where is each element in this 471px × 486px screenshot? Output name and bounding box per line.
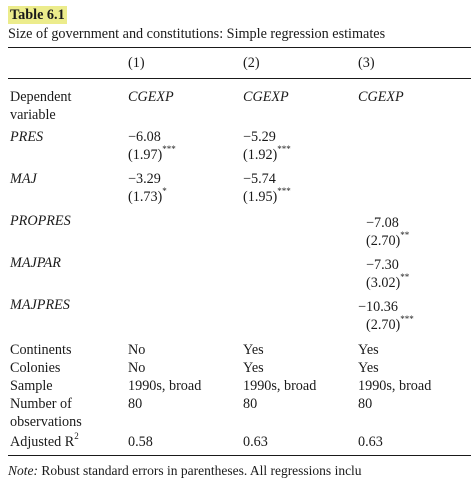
- majpar-coef-3: −7.30: [366, 257, 399, 273]
- maj-coef-1: −3.29: [128, 171, 161, 187]
- colonies-2: Yes: [243, 360, 264, 376]
- row-label-propres: PROPRES: [10, 213, 71, 229]
- nobs-2: 80: [243, 396, 258, 412]
- continents-1: No: [128, 342, 146, 358]
- dependent-label: Dependent: [10, 89, 72, 105]
- pres-coef-1: −6.08: [128, 129, 161, 145]
- stat-label-colonies: Colonies: [10, 360, 61, 376]
- bottom-rule: [8, 455, 471, 456]
- stat-label-adjr2: Adjusted R2: [10, 431, 79, 450]
- propres-se-3: (2.70)**: [366, 230, 410, 249]
- adjr2-2: 0.63: [243, 434, 268, 450]
- colonies-1: No: [128, 360, 146, 376]
- row-label-maj: MAJ: [10, 171, 37, 187]
- column-header-2: (2): [243, 55, 260, 71]
- pres-coef-2: −5.29: [243, 129, 276, 145]
- adjr2-3: 0.63: [358, 434, 383, 450]
- continents-3: Yes: [358, 342, 379, 358]
- column-header-3: (3): [358, 55, 375, 71]
- nobs-1: 80: [128, 396, 143, 412]
- colonies-3: Yes: [358, 360, 379, 376]
- stat-label-sample: Sample: [10, 378, 53, 394]
- stat-label-nobs: Number of: [10, 396, 72, 412]
- pres-se-1: (1.97)***: [128, 144, 176, 163]
- stat-label-continents: Continents: [10, 342, 72, 358]
- majpres-se-3: (2.70)***: [366, 314, 414, 333]
- header-rule: [8, 78, 471, 79]
- top-rule: [8, 47, 471, 48]
- pres-se-2: (1.92)***: [243, 144, 291, 163]
- dependent-label-line2: variable: [10, 107, 56, 123]
- majpar-se-3: (3.02)**: [366, 272, 410, 291]
- stat-label-nobs-line2: observations: [10, 414, 82, 430]
- table-label: Table 6.1: [8, 6, 67, 24]
- row-label-pres: PRES: [10, 129, 44, 145]
- continents-2: Yes: [243, 342, 264, 358]
- sample-1: 1990s, broad: [128, 378, 202, 394]
- sample-3: 1990s, broad: [358, 378, 432, 394]
- column-header-1: (1): [128, 55, 145, 71]
- maj-coef-2: −5.74: [243, 171, 276, 187]
- table-note: Note: Robust standard errors in parenthe…: [8, 463, 362, 478]
- nobs-3: 80: [358, 396, 373, 412]
- maj-se-1: (1.73)*: [128, 186, 167, 205]
- maj-se-2: (1.95)***: [243, 186, 291, 205]
- dependent-value-1: CGEXP: [128, 89, 174, 105]
- majpres-coef-3: −10.36: [358, 299, 398, 315]
- dependent-value-2: CGEXP: [243, 89, 289, 105]
- sample-2: 1990s, broad: [243, 378, 317, 394]
- dependent-value-3: CGEXP: [358, 89, 404, 105]
- adjr2-1: 0.58: [128, 434, 153, 450]
- row-label-majpres: MAJPRES: [10, 297, 70, 313]
- propres-coef-3: −7.08: [366, 215, 399, 231]
- table-caption: Size of government and constitutions: Si…: [8, 26, 386, 42]
- row-label-majpar: MAJPAR: [10, 255, 61, 271]
